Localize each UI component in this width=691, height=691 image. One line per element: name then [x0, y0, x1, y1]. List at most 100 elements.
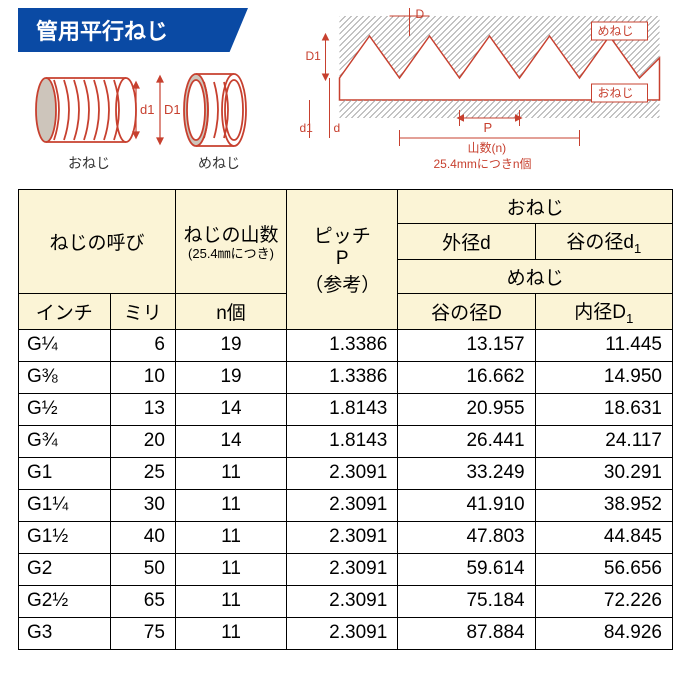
cell-d: 20.955 — [398, 393, 535, 425]
dim-P: P — [484, 120, 493, 135]
cell-d: 41.910 — [398, 489, 535, 521]
cell-d1: 30.291 — [535, 457, 672, 489]
cell-p: 1.8143 — [287, 393, 398, 425]
cell-n: 11 — [175, 585, 286, 617]
cell-n: 14 — [175, 425, 286, 457]
footnote-254: 25.4mmにつきn個 — [434, 157, 532, 171]
cell-mm: 13 — [110, 393, 175, 425]
label-male-right: おねじ — [598, 86, 634, 100]
cell-d: 75.184 — [398, 585, 535, 617]
table-row: G1¼ 30 11 2.3091 41.910 38.952 — [19, 489, 673, 521]
label-female-thread: めねじ — [198, 155, 240, 171]
label-male-thread: おねじ — [68, 155, 110, 171]
th-inch: インチ — [19, 293, 111, 329]
table-row: G1½ 40 11 2.3091 47.803 44.845 — [19, 521, 673, 553]
cell-mm: 25 — [110, 457, 175, 489]
cell-inch: G3 — [19, 617, 111, 649]
label-female-right: めねじ — [598, 24, 634, 38]
cell-d: 47.803 — [398, 521, 535, 553]
cell-mm: 6 — [110, 329, 175, 361]
cell-d1: 24.117 — [535, 425, 672, 457]
cell-n: 11 — [175, 521, 286, 553]
dim-d1-label: d1 — [140, 102, 154, 117]
table-row: G3 75 11 2.3091 87.884 84.926 — [19, 617, 673, 649]
cell-p: 2.3091 — [287, 457, 398, 489]
cell-mm: 50 — [110, 553, 175, 585]
table-body: G¼ 6 19 1.3386 13.157 11.445 G⅜ 10 19 1.… — [19, 329, 673, 649]
th-mm: ミリ — [110, 293, 175, 329]
cell-d1: 18.631 — [535, 393, 672, 425]
th-n: n個 — [175, 293, 286, 329]
cell-inch: G¾ — [19, 425, 111, 457]
th-pitch: ピッチP（参考） — [287, 190, 398, 330]
cell-d: 33.249 — [398, 457, 535, 489]
cell-d1: 56.656 — [535, 553, 672, 585]
cell-n: 11 — [175, 489, 286, 521]
th-root-d1: 谷の径d1 — [535, 224, 672, 260]
cell-p: 2.3091 — [287, 489, 398, 521]
cell-d: 59.614 — [398, 553, 535, 585]
table-row: G¼ 6 19 1.3386 13.157 11.445 — [19, 329, 673, 361]
cell-inch: G½ — [19, 393, 111, 425]
cell-n: 11 — [175, 457, 286, 489]
cell-p: 1.8143 — [287, 425, 398, 457]
count-label: 山数(n) — [468, 140, 507, 155]
dim-D-right: D — [416, 8, 425, 21]
table-row: G⅜ 10 19 1.3386 16.662 14.950 — [19, 361, 673, 393]
cell-mm: 75 — [110, 617, 175, 649]
cell-d1: 44.845 — [535, 521, 672, 553]
cell-d: 13.157 — [398, 329, 535, 361]
cell-d1: 14.950 — [535, 361, 672, 393]
cell-mm: 20 — [110, 425, 175, 457]
cell-d1: 84.926 — [535, 617, 672, 649]
header-row: 管用平行ねじ — [18, 8, 673, 183]
th-outer-d: 外径d — [398, 224, 535, 260]
dim-d1-bottom: d1 — [300, 121, 314, 135]
dim-d-bottom: d — [334, 121, 341, 135]
cell-p: 2.3091 — [287, 617, 398, 649]
cell-d1: 72.226 — [535, 585, 672, 617]
cell-d: 16.662 — [398, 361, 535, 393]
cell-p: 2.3091 — [287, 521, 398, 553]
dim-D1-label: D1 — [164, 102, 181, 117]
page-title: 管用平行ねじ — [18, 8, 248, 52]
cell-mm: 40 — [110, 521, 175, 553]
cell-inch: G2½ — [19, 585, 111, 617]
diagram-left-thread-pair: d1 D1 おねじ — [18, 58, 248, 183]
table-row: G½ 13 14 1.8143 20.955 18.631 — [19, 393, 673, 425]
diagram-right-thread-profile: D1 D めねじ おねじ d1 d — [266, 8, 673, 178]
cell-d: 87.884 — [398, 617, 535, 649]
th-inner-D1: 内径D1 — [535, 293, 672, 329]
cell-d1: 11.445 — [535, 329, 672, 361]
th-root-D: 谷の径D — [398, 293, 535, 329]
cell-mm: 10 — [110, 361, 175, 393]
cell-inch: G1½ — [19, 521, 111, 553]
cell-n: 19 — [175, 329, 286, 361]
th-threads: ねじの山数(25.4㎜につき) — [175, 190, 286, 294]
th-nominal: ねじの呼び — [19, 190, 176, 294]
cell-inch: G2 — [19, 553, 111, 585]
thread-spec-table: ねじの呼び ねじの山数(25.4㎜につき) ピッチP（参考） おねじ 外径d 谷… — [18, 189, 673, 650]
cell-inch: G¼ — [19, 329, 111, 361]
cell-d1: 38.952 — [535, 489, 672, 521]
cell-n: 11 — [175, 617, 286, 649]
cell-p: 1.3386 — [287, 361, 398, 393]
cell-mm: 65 — [110, 585, 175, 617]
cell-inch: G1 — [19, 457, 111, 489]
cell-mm: 30 — [110, 489, 175, 521]
cell-p: 2.3091 — [287, 585, 398, 617]
cell-p: 2.3091 — [287, 553, 398, 585]
table-row: G¾ 20 14 1.8143 26.441 24.117 — [19, 425, 673, 457]
cell-n: 14 — [175, 393, 286, 425]
table-row: G1 25 11 2.3091 33.249 30.291 — [19, 457, 673, 489]
th-female: めねじ — [398, 259, 673, 293]
cell-inch: G1¼ — [19, 489, 111, 521]
cell-d: 26.441 — [398, 425, 535, 457]
cell-p: 1.3386 — [287, 329, 398, 361]
th-male: おねじ — [398, 190, 673, 224]
table-row: G2 50 11 2.3091 59.614 56.656 — [19, 553, 673, 585]
title-block: 管用平行ねじ — [18, 8, 248, 183]
cell-n: 19 — [175, 361, 286, 393]
cell-n: 11 — [175, 553, 286, 585]
cell-inch: G⅜ — [19, 361, 111, 393]
